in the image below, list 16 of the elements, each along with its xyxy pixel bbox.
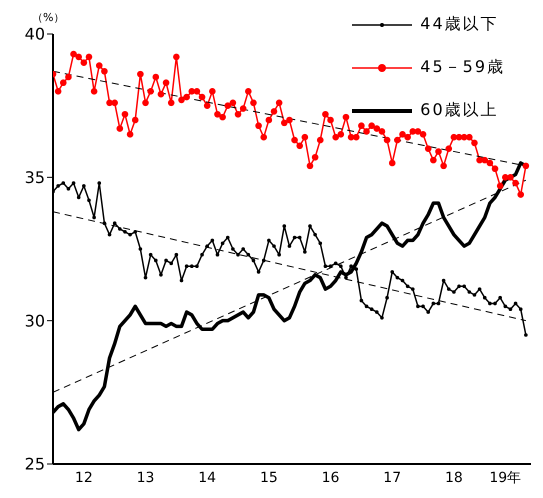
- y-tick-label: 30: [24, 311, 45, 330]
- y-tick-label: 40: [24, 24, 45, 44]
- x-tick-label: 19年: [489, 470, 522, 486]
- x-tick-label: 18: [444, 470, 463, 486]
- legend-label: 60歳以上: [420, 100, 499, 121]
- y-axis-title: （%）: [32, 10, 64, 25]
- x-tick-label: 15: [260, 470, 278, 486]
- legend-label: 45－59歳: [420, 57, 505, 78]
- y-tick-label: 35: [24, 168, 45, 188]
- x-tick-label: 17: [383, 470, 402, 486]
- y-tick-label: 25: [24, 454, 45, 474]
- x-tick-label: 16: [322, 470, 340, 486]
- x-tick-label: 13: [136, 470, 154, 486]
- x-tick-label: 14: [198, 470, 216, 486]
- legend-label: 44歳以下: [420, 14, 499, 35]
- x-tick-label: 12: [74, 470, 93, 486]
